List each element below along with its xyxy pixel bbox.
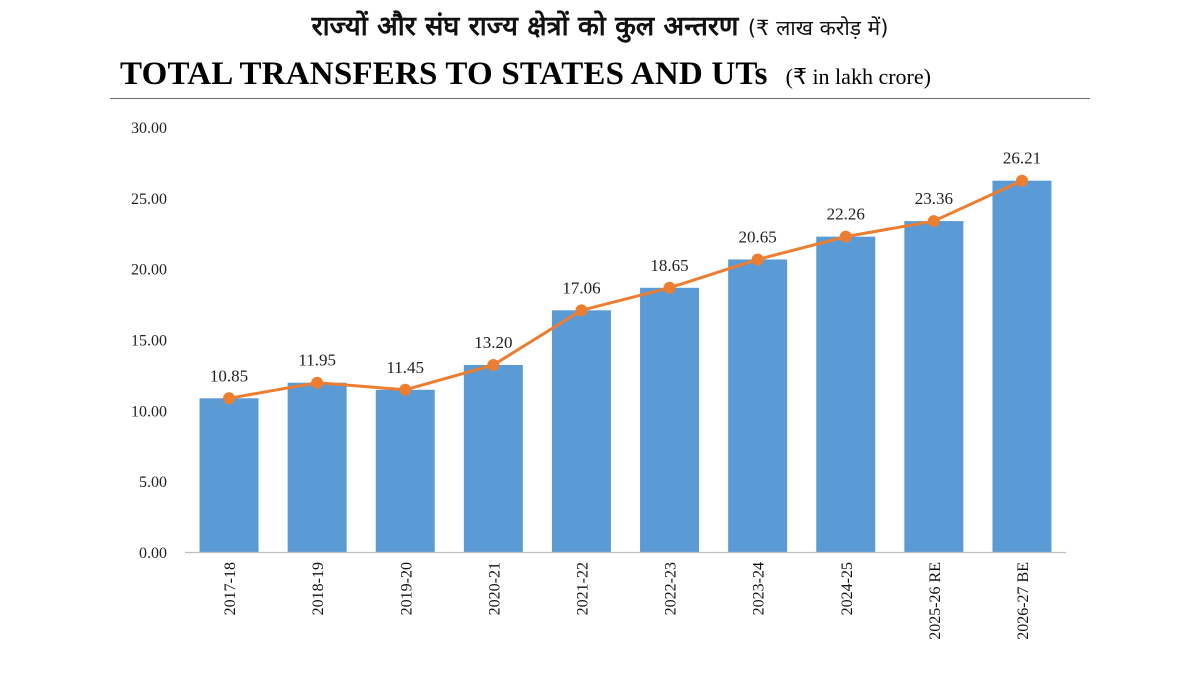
y-tick-label: 25.00 — [131, 191, 167, 208]
x-category-label: 2024-25 — [839, 562, 856, 615]
data-label: 11.45 — [386, 358, 424, 377]
english-title-text: TOTAL TRANSFERS TO STATES AND UTs — [120, 56, 768, 92]
data-label: 13.20 — [474, 333, 512, 352]
trend-line — [228, 179, 1023, 400]
bar — [904, 221, 964, 553]
hindi-title: राज्यों और संघ राज्य क्षेत्रों को कुल अन… — [0, 6, 1200, 43]
data-label: 26.21 — [1003, 149, 1041, 168]
hindi-title-text: राज्यों और संघ राज्य क्षेत्रों को कुल अन… — [311, 11, 739, 42]
bar — [816, 236, 876, 552]
bar — [199, 398, 259, 552]
bar — [640, 287, 700, 552]
x-category-label: 2022-23 — [663, 562, 680, 615]
y-tick-label: 30.00 — [131, 120, 167, 137]
data-label: 10.85 — [210, 366, 248, 385]
line-point — [223, 392, 236, 405]
y-tick-label: 0.00 — [139, 545, 167, 562]
x-category-label: 2025-26 RE — [927, 562, 944, 640]
y-tick-label: 10.00 — [131, 403, 167, 420]
hindi-unit: (₹ लाख करोड़ में) — [747, 16, 889, 40]
bar — [551, 310, 611, 552]
bar — [463, 365, 523, 552]
bar — [728, 259, 788, 552]
x-category-label: 2017-18 — [222, 562, 239, 615]
line-point — [311, 376, 324, 389]
y-tick-label: 15.00 — [131, 333, 167, 350]
line-point — [927, 215, 940, 228]
x-category-label: 2023-24 — [751, 562, 768, 615]
line-point — [751, 253, 764, 266]
x-category-label: 2019-20 — [398, 562, 415, 615]
x-category-label: 2026-27 BE — [1015, 562, 1032, 640]
data-label: 23.36 — [915, 189, 953, 208]
x-category-label: 2018-19 — [310, 562, 327, 615]
x-category-label: 2020-21 — [486, 562, 503, 615]
line-point — [1015, 174, 1028, 187]
x-category-label: 2021-22 — [574, 562, 591, 615]
line-point — [839, 230, 852, 243]
y-tick-label: 5.00 — [139, 474, 167, 491]
line-point — [663, 281, 676, 294]
data-label: 11.95 — [298, 351, 336, 370]
line-point — [575, 304, 588, 317]
data-label: 20.65 — [739, 227, 777, 246]
title-divider — [110, 98, 1090, 99]
bar — [375, 389, 435, 552]
data-label: 17.06 — [562, 278, 600, 297]
english-title: TOTAL TRANSFERS TO STATES AND UTs (₹ in … — [120, 56, 931, 93]
bar — [287, 382, 347, 552]
bar — [992, 180, 1052, 553]
y-tick-label: 20.00 — [131, 262, 167, 279]
english-unit: (₹ in lakh crore) — [785, 64, 931, 89]
line-point — [487, 359, 500, 371]
data-label: 22.26 — [827, 205, 865, 224]
data-label: 18.65 — [650, 256, 688, 275]
line-point — [399, 383, 412, 396]
